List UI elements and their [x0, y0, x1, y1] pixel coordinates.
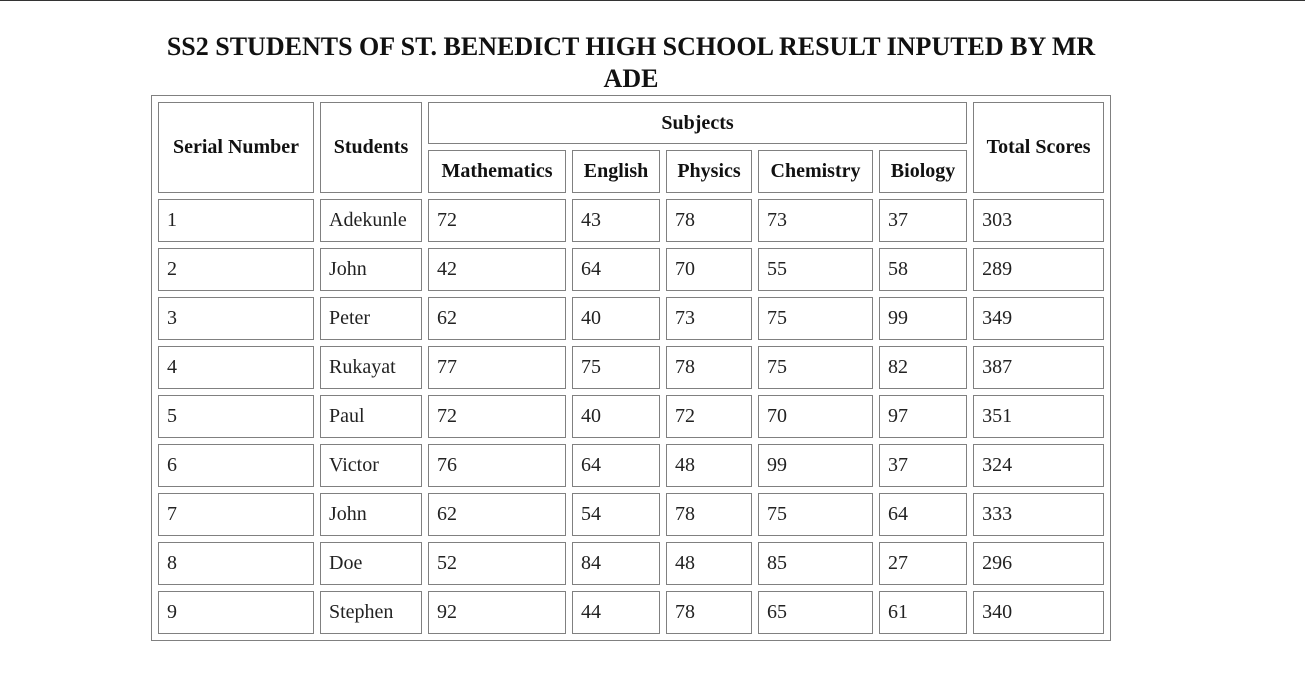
- cell-physics: 78: [666, 493, 752, 536]
- header-english: English: [572, 150, 660, 193]
- cell-student-name: John: [320, 493, 422, 536]
- cell-student-name: Stephen: [320, 591, 422, 634]
- cell-physics: 48: [666, 542, 752, 585]
- cell-english: 40: [572, 297, 660, 340]
- header-chemistry: Chemistry: [758, 150, 873, 193]
- cell-serial-number: 2: [158, 248, 314, 291]
- cell-biology: 61: [879, 591, 968, 634]
- cell-chemistry: 65: [758, 591, 873, 634]
- header-row-top: Serial Number Students Subjects Total Sc…: [158, 102, 1105, 193]
- header-physics: Physics: [666, 150, 752, 193]
- table-body: 1 Adekunle 72 43 78 73 37 303 2 John 42 64 70 55 58 289…: [158, 199, 1105, 634]
- header-mathematics: Mathematics: [428, 150, 566, 193]
- cell-english: 54: [572, 493, 660, 536]
- cell-total-score: 289: [973, 248, 1105, 291]
- table-row: 1 Adekunle 72 43 78 73 37 303: [158, 199, 1105, 242]
- table-row: 7 John 62 54 78 75 64 333: [158, 493, 1105, 536]
- cell-serial-number: 6: [158, 444, 314, 487]
- header-biology: Biology: [879, 150, 968, 193]
- cell-chemistry: 73: [758, 199, 873, 242]
- cell-student-name: Peter: [320, 297, 422, 340]
- table-row: 5 Paul 72 40 72 70 97 351: [158, 395, 1105, 438]
- cell-serial-number: 1: [158, 199, 314, 242]
- cell-total-score: 351: [973, 395, 1105, 438]
- cell-english: 75: [572, 346, 660, 389]
- cell-total-score: 387: [973, 346, 1105, 389]
- header-students: Students: [320, 102, 422, 193]
- header-subjects: Subjects: [428, 102, 968, 144]
- cell-biology: 99: [879, 297, 968, 340]
- cell-physics: 78: [666, 346, 752, 389]
- cell-chemistry: 75: [758, 493, 873, 536]
- table-row: 6 Victor 76 64 48 99 37 324: [158, 444, 1105, 487]
- cell-mathematics: 62: [428, 493, 566, 536]
- header-total-scores: Total Scores: [973, 102, 1105, 193]
- cell-chemistry: 55: [758, 248, 873, 291]
- cell-biology: 64: [879, 493, 968, 536]
- cell-total-score: 303: [973, 199, 1105, 242]
- cell-chemistry: 85: [758, 542, 873, 585]
- cell-biology: 27: [879, 542, 968, 585]
- cell-student-name: John: [320, 248, 422, 291]
- header-serial-number: Serial Number: [158, 102, 314, 193]
- cell-chemistry: 70: [758, 395, 873, 438]
- cell-serial-number: 9: [158, 591, 314, 634]
- cell-mathematics: 62: [428, 297, 566, 340]
- cell-mathematics: 72: [428, 199, 566, 242]
- cell-student-name: Paul: [320, 395, 422, 438]
- cell-english: 84: [572, 542, 660, 585]
- cell-english: 64: [572, 248, 660, 291]
- cell-biology: 58: [879, 248, 968, 291]
- table-caption: SS2 STUDENTS OF ST. BENEDICT HIGH SCHOOL…: [166, 32, 1096, 93]
- cell-english: 64: [572, 444, 660, 487]
- cell-physics: 78: [666, 591, 752, 634]
- cell-physics: 48: [666, 444, 752, 487]
- cell-serial-number: 5: [158, 395, 314, 438]
- cell-mathematics: 76: [428, 444, 566, 487]
- cell-chemistry: 99: [758, 444, 873, 487]
- cell-total-score: 340: [973, 591, 1105, 634]
- table-row: 3 Peter 62 40 73 75 99 349: [158, 297, 1105, 340]
- cell-chemistry: 75: [758, 346, 873, 389]
- cell-mathematics: 92: [428, 591, 566, 634]
- cell-total-score: 333: [973, 493, 1105, 536]
- results-table: Serial Number Students Subjects Total Sc…: [151, 95, 1112, 641]
- cell-english: 40: [572, 395, 660, 438]
- cell-english: 44: [572, 591, 660, 634]
- cell-physics: 72: [666, 395, 752, 438]
- cell-mathematics: 72: [428, 395, 566, 438]
- table-row: 4 Rukayat 77 75 78 75 82 387: [158, 346, 1105, 389]
- cell-physics: 73: [666, 297, 752, 340]
- cell-biology: 37: [879, 444, 968, 487]
- results-container: SS2 STUDENTS OF ST. BENEDICT HIGH SCHOOL…: [151, 31, 1112, 641]
- header-row-subjects: Mathematics English Physics Chemistry Bi…: [158, 150, 1104, 193]
- cell-student-name: Adekunle: [320, 199, 422, 242]
- cell-serial-number: 4: [158, 346, 314, 389]
- cell-student-name: Rukayat: [320, 346, 422, 389]
- cell-biology: 37: [879, 199, 968, 242]
- table-row: 9 Stephen 92 44 78 65 61 340: [158, 591, 1105, 634]
- cell-english: 43: [572, 199, 660, 242]
- cell-mathematics: 42: [428, 248, 566, 291]
- table-row: 8 Doe 52 84 48 85 27 296: [158, 542, 1105, 585]
- cell-student-name: Victor: [320, 444, 422, 487]
- cell-biology: 97: [879, 395, 968, 438]
- cell-total-score: 324: [973, 444, 1105, 487]
- cell-physics: 78: [666, 199, 752, 242]
- cell-biology: 82: [879, 346, 968, 389]
- cell-total-score: 296: [973, 542, 1105, 585]
- table-head: Serial Number Students Subjects Total Sc…: [158, 102, 1105, 193]
- cell-serial-number: 8: [158, 542, 314, 585]
- cell-physics: 70: [666, 248, 752, 291]
- cell-total-score: 349: [973, 297, 1105, 340]
- cell-mathematics: 77: [428, 346, 566, 389]
- cell-mathematics: 52: [428, 542, 566, 585]
- cell-serial-number: 7: [158, 493, 314, 536]
- cell-serial-number: 3: [158, 297, 314, 340]
- cell-student-name: Doe: [320, 542, 422, 585]
- table-row: 2 John 42 64 70 55 58 289: [158, 248, 1105, 291]
- cell-chemistry: 75: [758, 297, 873, 340]
